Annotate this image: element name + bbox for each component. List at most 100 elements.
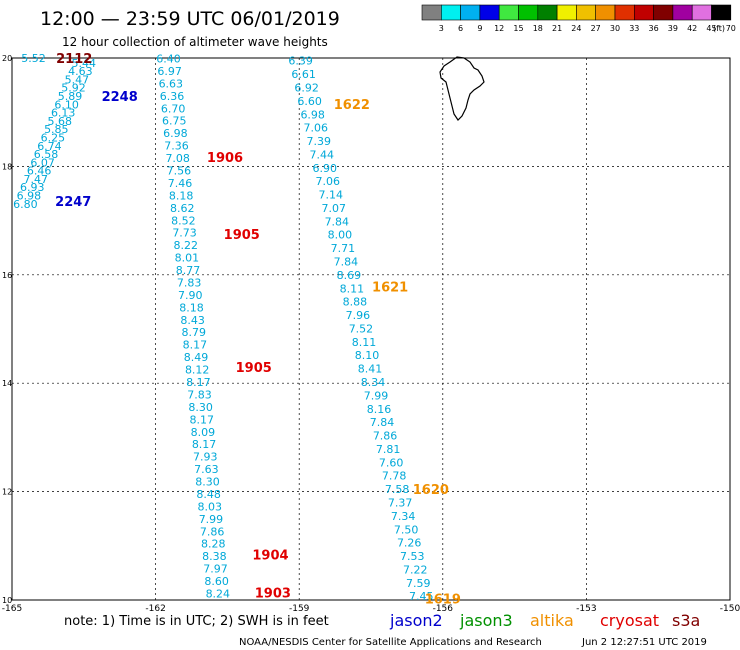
wave-height-value: 8.18 [169, 189, 194, 202]
wave-height-value: 7.86 [200, 525, 225, 538]
legend-swatch [653, 4, 674, 21]
wave-height-value: 8.12 [185, 364, 210, 377]
wave-height-value: 6.80 [13, 198, 38, 211]
wave-height-value: 7.83 [177, 276, 202, 289]
wave-height-value: 8.01 [175, 252, 200, 265]
pass-time-label: 2248 [102, 90, 138, 105]
wave-height-value: 6.98 [163, 127, 188, 140]
legend-swatch [691, 4, 712, 21]
wave-height-value: 8.18 [179, 301, 204, 314]
wave-height-color-legend: 3 6 9 12 15 18 21 24 27 30 33 36 39 42 45 70 [421, 4, 736, 33]
wave-height-value: 8.00 [328, 229, 353, 242]
pass-time-label: 2247 [55, 195, 91, 210]
wave-height-value: 6.70 [161, 102, 186, 115]
legend-unit: (ft) [713, 24, 725, 33]
pass-time-label: 1904 [252, 548, 288, 563]
legend-label: 15 [513, 24, 523, 33]
legend-label: 24 [571, 24, 581, 33]
legend-label: 9 [477, 24, 482, 33]
pass-time-label: 1622 [334, 98, 370, 113]
wave-height-value: 5.52 [21, 52, 46, 65]
legend-label: 36 [649, 24, 659, 33]
lat-tick-label: 10 [2, 596, 12, 605]
wave-height-value: 6.13 [51, 107, 76, 120]
wave-height-value: 6.92 [294, 81, 319, 94]
wave-height-value: 8.41 [358, 363, 383, 376]
wave-height-value: 7.06 [303, 122, 328, 135]
wave-height-value: 7.47 [23, 173, 48, 186]
satellite-name: jason3 [459, 611, 513, 630]
legend-swatch [672, 4, 693, 21]
wave-height-tracks: 5.444.635.475.925.896.106.135.685.856.25… [13, 52, 433, 603]
legend-swatch [576, 4, 597, 21]
figure-title: 12:00 — 23:59 UTC 06/01/2019 [40, 8, 340, 30]
wave-height-value: 8.17 [183, 339, 208, 352]
pass-time-labels: 2112 2248 2247 1906 1905 1905 1904 1903 1622 1621… [55, 52, 461, 607]
wave-height-value: 8.62 [170, 202, 195, 215]
satellite-name: jason2 [389, 611, 443, 630]
wave-height-value: 6.93 [20, 181, 45, 194]
wave-height-value: 8.24 [206, 587, 231, 600]
wave-height-value: 5.68 [48, 115, 73, 128]
wave-height-value: 7.60 [379, 456, 404, 469]
wave-height-value: 7.52 [349, 322, 374, 335]
footer-note: note: 1) Time is in UTC; 2) SWH is in fe… [64, 614, 329, 629]
wave-height-value: 6.75 [162, 115, 187, 128]
wave-height-value: 7.83 [187, 388, 212, 401]
map-panel: -165 -162 -159 -156 -153 -150 20 18 16 14 12 10 5.… [2, 52, 740, 614]
legend-swatch [537, 4, 558, 21]
pass-time-label: 2112 [56, 52, 92, 67]
wave-height-value: 7.46 [168, 177, 193, 190]
wave-height-value: 4.63 [68, 65, 93, 78]
map-frame [11, 57, 731, 601]
lon-tick-label: -165 [2, 604, 22, 614]
wave-height-value: 7.07 [322, 202, 347, 215]
wave-height-value: 6.58 [34, 148, 59, 161]
satellite-name: s3a [672, 611, 700, 630]
legend-label: 21 [552, 24, 562, 33]
pass-time-label: 1906 [207, 151, 243, 166]
wave-height-value: 6.10 [54, 98, 79, 111]
legend-label: 27 [591, 24, 601, 33]
wave-height-value: 6.60 [297, 95, 322, 108]
figure-subtitle: 12 hour collection of altimeter wave hei… [62, 35, 328, 49]
legend-label: 30 [610, 24, 620, 33]
pass-time-label: 1621 [372, 281, 408, 296]
wave-height-value: 8.17 [190, 413, 215, 426]
wave-height-value: 7.78 [382, 470, 407, 483]
legend-label: 12 [494, 24, 504, 33]
wave-height-value: 7.86 [373, 430, 398, 443]
wave-height-value: 7.63 [194, 463, 219, 476]
wave-height-value: 7.59 [406, 577, 431, 590]
wave-height-value: 7.81 [376, 443, 401, 456]
wave-height-value: 7.84 [334, 256, 359, 269]
wave-height-value: 7.39 [306, 135, 331, 148]
wave-height-value: 6.98 [300, 108, 325, 121]
wave-height-value: 6.46 [27, 165, 52, 178]
legend-label: 39 [668, 24, 678, 33]
satellite-name: cryosat [600, 611, 659, 630]
lon-tick-label: -162 [145, 604, 165, 614]
lat-tick-label: 12 [2, 488, 12, 497]
lat-tick-label: 16 [2, 271, 12, 280]
satellite-name: altika [530, 611, 574, 630]
wave-height-value: 5.44 [72, 57, 97, 70]
wave-height-value: 6.36 [160, 90, 185, 103]
wave-height-value: 8.52 [171, 214, 196, 227]
satellite-track: 6.396.616.926.606.987.067.397.446.907.06… [288, 55, 433, 603]
legend-swatch [421, 4, 442, 21]
wave-height-value: 7.53 [400, 550, 425, 563]
wave-height-value: 8.79 [181, 326, 206, 339]
wave-height-value: 7.50 [394, 523, 419, 536]
wave-height-value: 8.09 [191, 426, 216, 439]
wave-height-value: 8.77 [176, 264, 201, 277]
wave-height-value: 5.47 [65, 73, 90, 86]
wave-height-value: 7.44 [309, 148, 334, 161]
legend-label: 45 [706, 24, 716, 33]
wave-height-value: 8.48 [196, 488, 221, 501]
wave-height-value: 7.99 [199, 513, 224, 526]
wave-height-value: 8.30 [188, 401, 213, 414]
wave-height-value: 8.49 [184, 351, 209, 364]
legend-label: 3 [439, 24, 444, 33]
wave-height-value: 7.58 [385, 483, 410, 496]
